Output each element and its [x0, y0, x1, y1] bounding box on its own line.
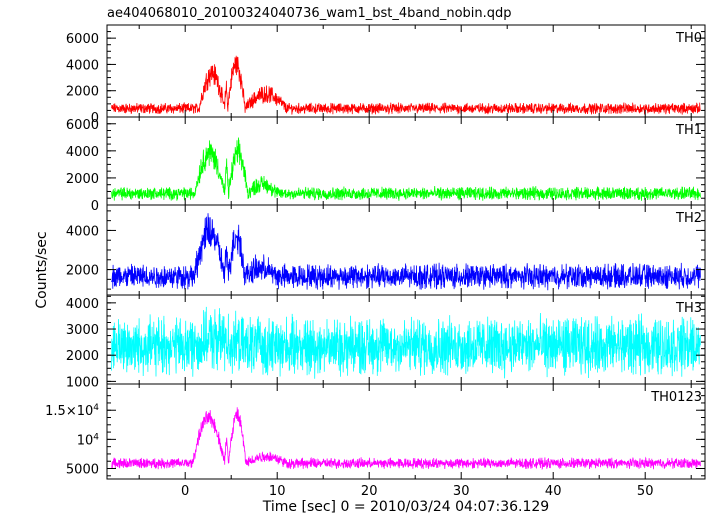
panel-label: TH0123 [650, 390, 702, 405]
y-tick-label: 104 [77, 432, 100, 448]
x-tick-label: 50 [637, 484, 654, 499]
panel-frame [106, 24, 706, 118]
y-tick-label: 4000 [66, 224, 99, 239]
panel-th0: 0 2000 4000 6000 TH0 [66, 24, 706, 126]
series-line-th0 [111, 55, 701, 115]
y-tick-label: 0 [91, 199, 99, 214]
series-line-th1 [111, 137, 701, 201]
y-tick-label: 2000 [66, 85, 99, 100]
series-line-th0123 [111, 407, 701, 471]
y-tick-label: 1.5×104 [45, 403, 99, 419]
y-tick-label: 1000 [66, 375, 99, 390]
panel-label: TH3 [675, 301, 702, 316]
y-tick-label: 0 [91, 111, 99, 126]
x-tick-label: 10 [269, 484, 286, 499]
y-tick-label: 4000 [66, 297, 99, 312]
chart-title: ae404068010_20100324040736_wam1_bst_4ban… [107, 6, 512, 21]
y-tick-label: 4000 [66, 58, 99, 73]
panels: 0 2000 4000 6000 TH0 0 2000 4000 6000 TH1 2000 4000… [45, 24, 706, 480]
y-tick-label: 6000 [66, 32, 99, 47]
x-axis: 0 10 20 30 40 50 [181, 484, 653, 499]
panel-label: TH0 [675, 31, 702, 46]
panel-label: TH1 [675, 123, 702, 138]
panel-label: TH2 [675, 211, 702, 226]
panel-th2: 2000 4000 TH2 [66, 204, 706, 296]
y-tick-label: 4000 [66, 145, 99, 160]
panel-th3: 1000 2000 3000 4000 TH3 [66, 294, 706, 390]
y-tick-label: 5000 [66, 463, 99, 478]
y-tick-label: 2000 [66, 172, 99, 187]
y-tick-label: 2000 [66, 264, 99, 279]
y-tick-label: 2000 [66, 349, 99, 364]
x-tick-label: 0 [181, 484, 189, 499]
y-axis-title: Counts/sec [34, 231, 50, 308]
series-line-th2 [111, 213, 701, 291]
y-tick-label: 6000 [66, 118, 99, 133]
panel-th1: 0 2000 4000 6000 TH1 [66, 116, 706, 214]
series-line-th3 [111, 306, 701, 379]
x-tick-label: 20 [361, 484, 378, 499]
panel-frame [106, 383, 706, 480]
x-tick-label: 40 [545, 484, 562, 499]
panel-th0123: 5000 104 1.5×104 TH0123 [45, 383, 706, 480]
x-tick-label: 30 [453, 484, 470, 499]
y-tick-label: 3000 [66, 323, 99, 338]
x-axis-title: Time [sec] 0 = 2010/03/24 04:07:36.129 [262, 499, 549, 515]
